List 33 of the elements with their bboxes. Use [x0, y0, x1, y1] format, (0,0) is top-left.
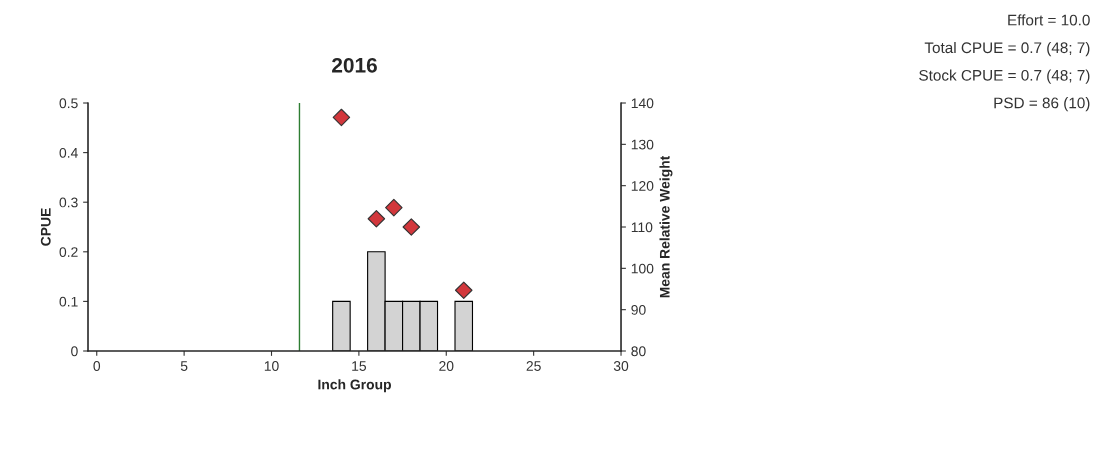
y2-tick-label: 80 — [631, 346, 646, 357]
text: Stock CPUE = 0.7 (48; 7) — [919, 69, 1090, 84]
y-tick-label: 0.5 — [59, 98, 78, 109]
y2-tick-label: 110 — [631, 222, 653, 233]
point — [385, 198, 403, 217]
point — [454, 281, 473, 300]
point — [367, 209, 386, 228]
text: Effort = 10.0 — [1008, 14, 1090, 26]
x-axis-title: Inch Group — [318, 379, 391, 393]
y2-tick-label: 90 — [631, 305, 646, 315]
x-tick-label: 25 — [526, 361, 541, 371]
y-tick-label: 0.3 — [59, 197, 78, 208]
x-tick-label: 0 — [93, 361, 101, 371]
y-tick-label: 0.2 — [59, 247, 78, 257]
point — [332, 108, 351, 127]
text: PSD = 86 (10) — [994, 97, 1090, 112]
x-tick-label: 15 — [352, 361, 367, 371]
x-tick-label: 30 — [613, 361, 629, 371]
y2-tick-label: 130 — [631, 139, 654, 150]
x-tick-label: 10 — [264, 361, 279, 371]
y2-tick-label: 120 — [631, 181, 654, 191]
chart-title: 2016 — [332, 57, 377, 73]
y2-tick-label: 100 — [631, 263, 654, 274]
y2-tick-label: 140 — [631, 98, 654, 109]
y2-axis-title: Mean Relative Weight — [659, 155, 673, 298]
text: Total CPUE = 0.7 (48; 7) — [924, 41, 1090, 57]
point — [402, 218, 421, 236]
x-tick-label: 20 — [439, 361, 454, 371]
y-tick-label: 0.4 — [59, 147, 78, 158]
x-tick-label: 5 — [180, 361, 188, 371]
y-tick-label: 0.1 — [59, 296, 78, 307]
y-tick-label: 0 — [71, 346, 78, 357]
y-axis-title: CPUE — [40, 208, 51, 246]
